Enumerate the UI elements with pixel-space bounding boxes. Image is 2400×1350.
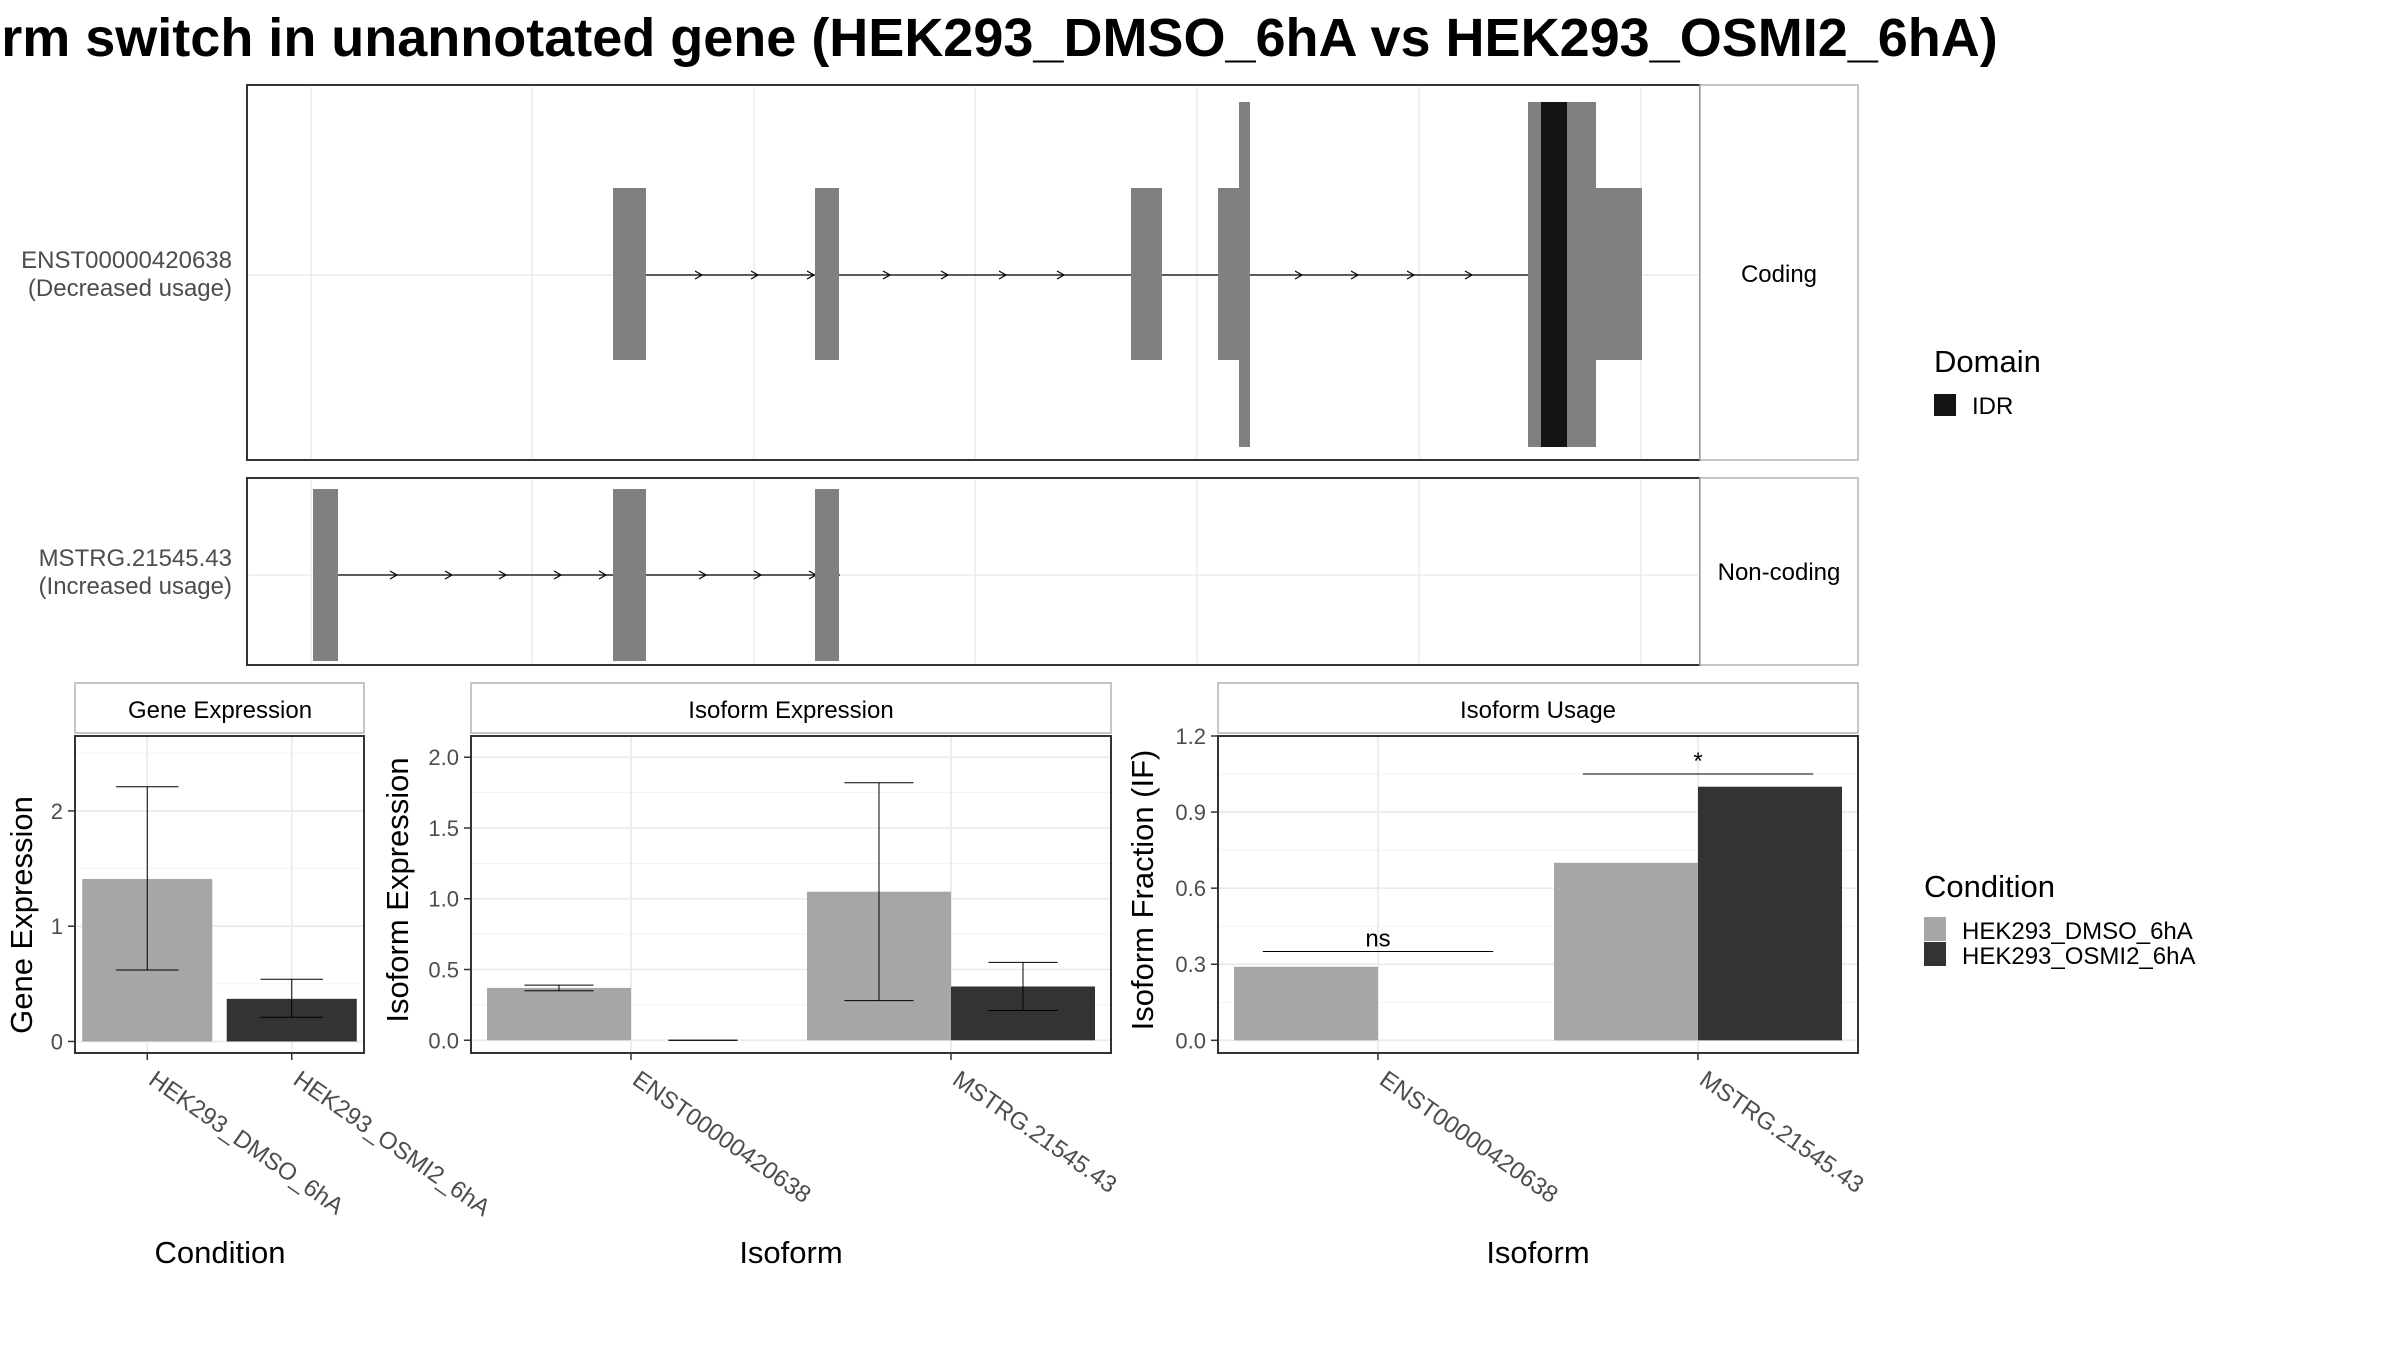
isoform-expression-plot: 0.0 0.5 1.0 1.5 2.0 ENST00000420638 MSTRG.2154…	[428, 735, 1122, 1209]
domain-legend: Domain IDR	[1934, 344, 2041, 420]
strand-arrow-2	[806, 270, 816, 280]
bar-MSTRG.21545.43-1	[1698, 786, 1842, 1041]
gene-expression-chart: Gene Expression 012HEK293_DMSO_6hAHEK293…	[4, 682, 495, 1270]
condition-legend-label-osmi2: HEK293_OSMI2_6hA	[1962, 943, 2195, 970]
exon-1	[815, 188, 839, 360]
transcript-panel-1-category: Coding	[1741, 261, 1817, 288]
y-tick-label-0: 0	[51, 1029, 63, 1054]
strand-arrow-4	[940, 270, 950, 280]
exon-3	[1218, 188, 1240, 360]
transcript-panel-2-category: Non-coding	[1718, 559, 1841, 586]
exon-0	[313, 489, 338, 661]
y-tick-label-1: 0.5	[428, 958, 459, 983]
figure-title: Isoform switch in unannotated gene (HEK2…	[0, 8, 1998, 68]
gene-expression-strip	[74, 682, 365, 734]
condition-legend-label-dmso: HEK293_DMSO_6hA	[1962, 918, 2193, 945]
y-tick-label-2: 0.6	[1175, 876, 1206, 901]
exon-1	[613, 489, 646, 661]
exon-2	[815, 489, 839, 661]
transcript-2-id: MSTRG.21545.43	[39, 545, 232, 572]
transcript-2-usage: (Increased usage)	[39, 573, 232, 600]
strand-arrow-1	[444, 570, 454, 580]
condition-legend: Condition HEK293_DMSO_6hA HEK293_OSMI2_6…	[1924, 869, 2195, 970]
strand-arrow-5	[698, 570, 708, 580]
isoform-usage-xlabel: Isoform	[1486, 1235, 1589, 1270]
isoform-expression-strip	[470, 682, 1112, 734]
y-tick-label-1: 1	[51, 914, 63, 939]
transcript-1-id: ENST00000420638	[21, 247, 232, 274]
strand-arrow-8	[1350, 270, 1360, 280]
bar-MSTRG.21545.43-0	[1554, 862, 1698, 1041]
isoform-usage-chart: Isoform Usage 0.0 0.3 0.6 0.9 1.2 ENST0000042…	[1125, 682, 1868, 1270]
plot-border	[470, 735, 1112, 1054]
transcript-panel-1-frame	[246, 84, 1701, 461]
bar-ENST00000420638-0	[1234, 966, 1378, 1041]
strand-arrow-5	[998, 270, 1008, 280]
exon-0	[613, 188, 646, 360]
strand-arrow-2	[498, 570, 508, 580]
isoform-usage-strip	[1217, 682, 1859, 734]
significance-label-1: *	[1693, 748, 1702, 775]
isoform-expression-chart: Isoform Expression 0.0 0.5 1.0 1.5 2.0 ENST00…	[380, 682, 1122, 1270]
transcript-1-structure	[613, 102, 1642, 447]
idr-domain	[1541, 102, 1567, 447]
exon-7	[1566, 102, 1596, 447]
strand-arrow-9	[1406, 270, 1416, 280]
domain-legend-title: Domain	[1934, 344, 2041, 379]
transcript-panel-2-frame	[246, 477, 1701, 666]
y-tick-label-1: 0.3	[1175, 952, 1206, 977]
bar-ENST00000420638-0	[487, 987, 631, 1041]
y-tick-label-0: 0.0	[428, 1028, 459, 1053]
gene-expression-ylabel: Gene Expression	[4, 796, 39, 1034]
condition-legend-title: Condition	[1924, 869, 2055, 904]
strand-arrow-7	[1294, 270, 1304, 280]
strand-arrow-0	[694, 270, 704, 280]
y-tick-label-3: 0.9	[1175, 800, 1206, 825]
plot-border	[1217, 735, 1859, 1054]
strand-arrow-3	[553, 570, 563, 580]
strand-arrow-6	[1056, 270, 1066, 280]
transcript-2-structure	[313, 489, 840, 661]
isoform-usage-ylabel: Isoform Fraction (IF)	[1125, 750, 1160, 1031]
y-tick-label-2: 1.0	[428, 887, 459, 912]
x-tick-label-1: MSTRG.21545.43	[948, 1066, 1122, 1199]
y-tick-label-3: 1.5	[428, 816, 459, 841]
exon-4	[1239, 102, 1250, 447]
strand-arrow-1	[750, 270, 760, 280]
transcript-1-usage: (Decreased usage)	[28, 275, 232, 302]
transcript-structure-panels: Coding ENST00000420638 (Decreased usage)…	[21, 84, 1859, 666]
x-tick-label-0: ENST00000420638	[1375, 1066, 1563, 1209]
isoform-usage-title: Isoform Usage	[1460, 697, 1616, 724]
strand-arrow-3	[882, 270, 892, 280]
isoform-usage-plot: 0.0 0.3 0.6 0.9 1.2 ENST00000420638 MSTRG.2154…	[1175, 724, 1868, 1209]
condition-legend-key-dmso	[1924, 917, 1946, 941]
exon-5	[1528, 102, 1542, 447]
x-tick-label-0: ENST00000420638	[628, 1066, 816, 1209]
strand-arrow-0	[389, 570, 399, 580]
gene-expression-title: Gene Expression	[128, 697, 312, 724]
isoform-expression-ylabel: Isoform Expression	[380, 757, 415, 1022]
y-tick-label-2: 2	[51, 799, 63, 824]
domain-legend-key-idr	[1934, 394, 1956, 416]
condition-legend-key-osmi2	[1924, 942, 1946, 966]
x-tick-label-1: MSTRG.21545.43	[1695, 1066, 1869, 1199]
transcript-panel-1-strip	[1699, 84, 1859, 461]
strand-arrow-10	[1464, 270, 1474, 280]
y-tick-label-4: 2.0	[428, 745, 459, 770]
exon-8	[1596, 188, 1642, 360]
y-tick-label-0: 0.0	[1175, 1028, 1206, 1053]
transcript-panel-2-strip	[1699, 477, 1859, 666]
strand-arrow-4	[598, 570, 608, 580]
y-tick-label-4: 1.2	[1175, 724, 1206, 749]
strand-arrow-6	[753, 570, 763, 580]
domain-legend-label-idr: IDR	[1972, 393, 2013, 420]
isoform-expression-title: Isoform Expression	[688, 697, 893, 724]
plot-border	[74, 735, 365, 1054]
gene-expression-xlabel: Condition	[155, 1235, 286, 1270]
isoform-expression-xlabel: Isoform	[739, 1235, 842, 1270]
significance-label-0: ns	[1365, 926, 1390, 953]
exon-2	[1131, 188, 1162, 360]
